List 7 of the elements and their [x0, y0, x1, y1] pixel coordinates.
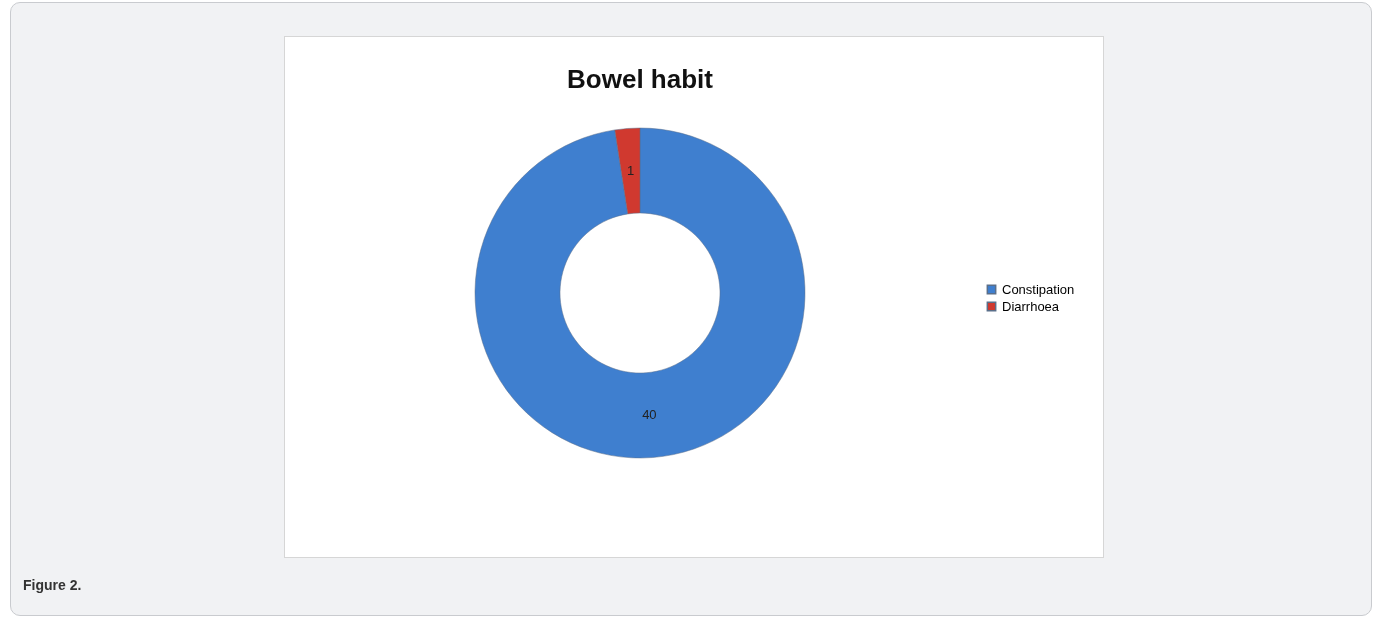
caption: Figure 2.	[23, 577, 82, 593]
chart-title: Bowel habit	[567, 64, 714, 94]
data-label: 40	[642, 407, 657, 423]
donut-slice	[474, 127, 806, 459]
legend-label: Diarrhoea	[1002, 298, 1060, 314]
legend-label: Constipation	[1002, 281, 1075, 297]
data-label: 1	[627, 162, 635, 178]
